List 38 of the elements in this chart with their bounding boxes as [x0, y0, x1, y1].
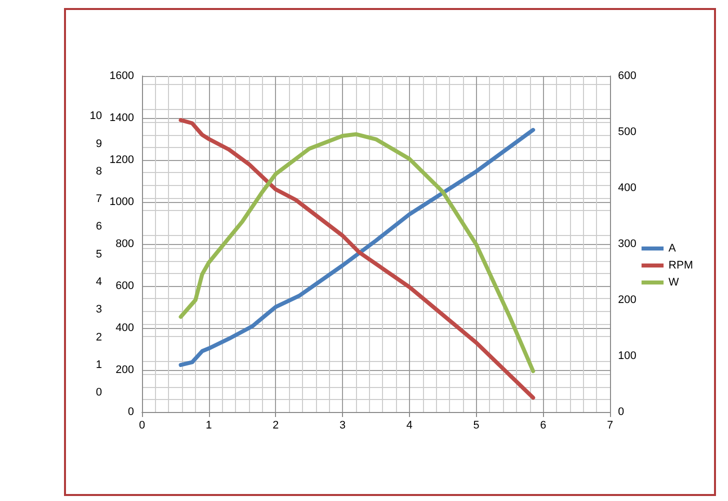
- y3-tick-label: 5: [96, 248, 102, 260]
- y3-tick-label: 8: [96, 165, 102, 178]
- x-tick-label: 2: [272, 420, 279, 432]
- x-tick-label: 6: [540, 420, 546, 432]
- y-tick-label: 200: [116, 364, 134, 376]
- y2-tick-label: 300: [618, 238, 636, 250]
- y2-tick-label: 400: [618, 182, 636, 194]
- y2-tick-label: 600: [618, 70, 636, 82]
- y-tick-label: 400: [116, 322, 134, 334]
- y2-tick-label: 0: [618, 406, 624, 418]
- y3-tick-label: 9: [96, 138, 102, 150]
- x-tick-label: 1: [206, 420, 212, 432]
- x-tick-label: 7: [606, 420, 614, 432]
- y-tick-label: 0: [128, 406, 134, 418]
- legend-label: W: [668, 276, 680, 288]
- y3-tick-label: 0: [96, 386, 102, 399]
- x-tick-label: 5: [473, 420, 480, 432]
- y3-tick-label: 3: [96, 304, 102, 316]
- y3-tick-label: 10: [90, 110, 102, 122]
- legend-label: A: [668, 242, 677, 254]
- y-tick-label: 1000: [110, 196, 134, 208]
- x-tick-label: 0: [138, 420, 146, 432]
- y-tick-label: 600: [116, 280, 134, 292]
- y3-tick-label: 6: [96, 220, 102, 233]
- y3-tick-label: 1: [96, 358, 102, 371]
- y2-tick-label: 200: [618, 294, 636, 306]
- y-tick-label: 1200: [110, 154, 134, 166]
- y-tick-label: 1400: [110, 112, 134, 124]
- x-tick-label: 4: [406, 420, 412, 432]
- y2-tick-label: 100: [618, 350, 636, 362]
- y3-tick-label: 2: [96, 331, 102, 344]
- y3-tick-label: 4: [96, 276, 102, 288]
- x-tick-label: 3: [340, 420, 346, 432]
- y-tick-label: 1600: [110, 70, 134, 82]
- y-tick-label: 800: [116, 238, 134, 250]
- legend-label: RPM: [668, 260, 694, 272]
- y2-tick-label: 500: [618, 126, 636, 138]
- y3-tick-label: 7: [96, 193, 102, 206]
